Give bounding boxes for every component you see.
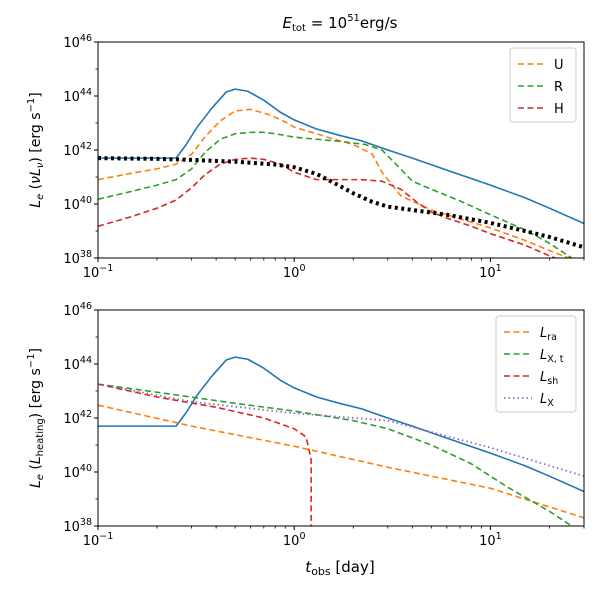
top-x-tick-label: 10−1 [83, 263, 114, 281]
bottom-x-axis-label: tobs [day] [305, 558, 374, 578]
bottom-legend [495, 315, 577, 413]
bottom-legend-label: Lsh [540, 370, 558, 387]
bottom-series-l-x [98, 383, 584, 478]
top-legend [509, 47, 577, 123]
top-y-axis-label: Le (νLν) [erg s−1] [26, 92, 46, 207]
bottom-legend-label: LX, t [540, 348, 564, 365]
top-legend-label: U [554, 58, 564, 73]
top-series-r [98, 131, 574, 258]
top-y-tick-label: 1042 [63, 141, 92, 159]
bottom-y-tick-label: 1040 [63, 463, 92, 481]
bottom-x-tick-label: 10−1 [83, 531, 114, 549]
top-y-tick-label: 1044 [63, 87, 92, 105]
bottom-y-tick-label: 1042 [63, 409, 92, 427]
bottom-series-l-sh [98, 383, 312, 526]
top-y-tick-label: 1040 [63, 195, 92, 213]
bottom-legend-label: Lra [540, 326, 557, 343]
bottom-series-l-x-t [98, 383, 574, 526]
bottom-y-tick-label: 1046 [63, 301, 92, 319]
bottom-y-tick-label: 1038 [63, 517, 92, 535]
bottom-series-l-ra [98, 404, 584, 519]
top-series-black-dotted [98, 156, 584, 250]
bottom-y-tick-label: 1044 [63, 355, 92, 373]
top-legend-label: H [554, 102, 564, 117]
top-x-tick-label: 100 [283, 263, 306, 281]
top-legend-label: R [554, 80, 563, 95]
bottom-legend-label: LX [540, 392, 554, 409]
bottom-x-tick-label: 100 [283, 531, 306, 549]
top-y-tick-label: 1038 [63, 249, 92, 267]
top-series-u [98, 108, 571, 258]
bottom-x-tick-label: 101 [479, 531, 502, 549]
top-series-h [98, 157, 558, 258]
top-y-tick-label: 1046 [63, 33, 92, 51]
bottom-y-axis-label: Le (Lheating) [erg s−1] [26, 348, 46, 488]
top-x-tick-label: 101 [479, 263, 502, 281]
bottom-series-total [98, 356, 584, 493]
top-chart-title: Etot = 1051erg/s [283, 13, 398, 34]
top-series-total [98, 88, 584, 225]
